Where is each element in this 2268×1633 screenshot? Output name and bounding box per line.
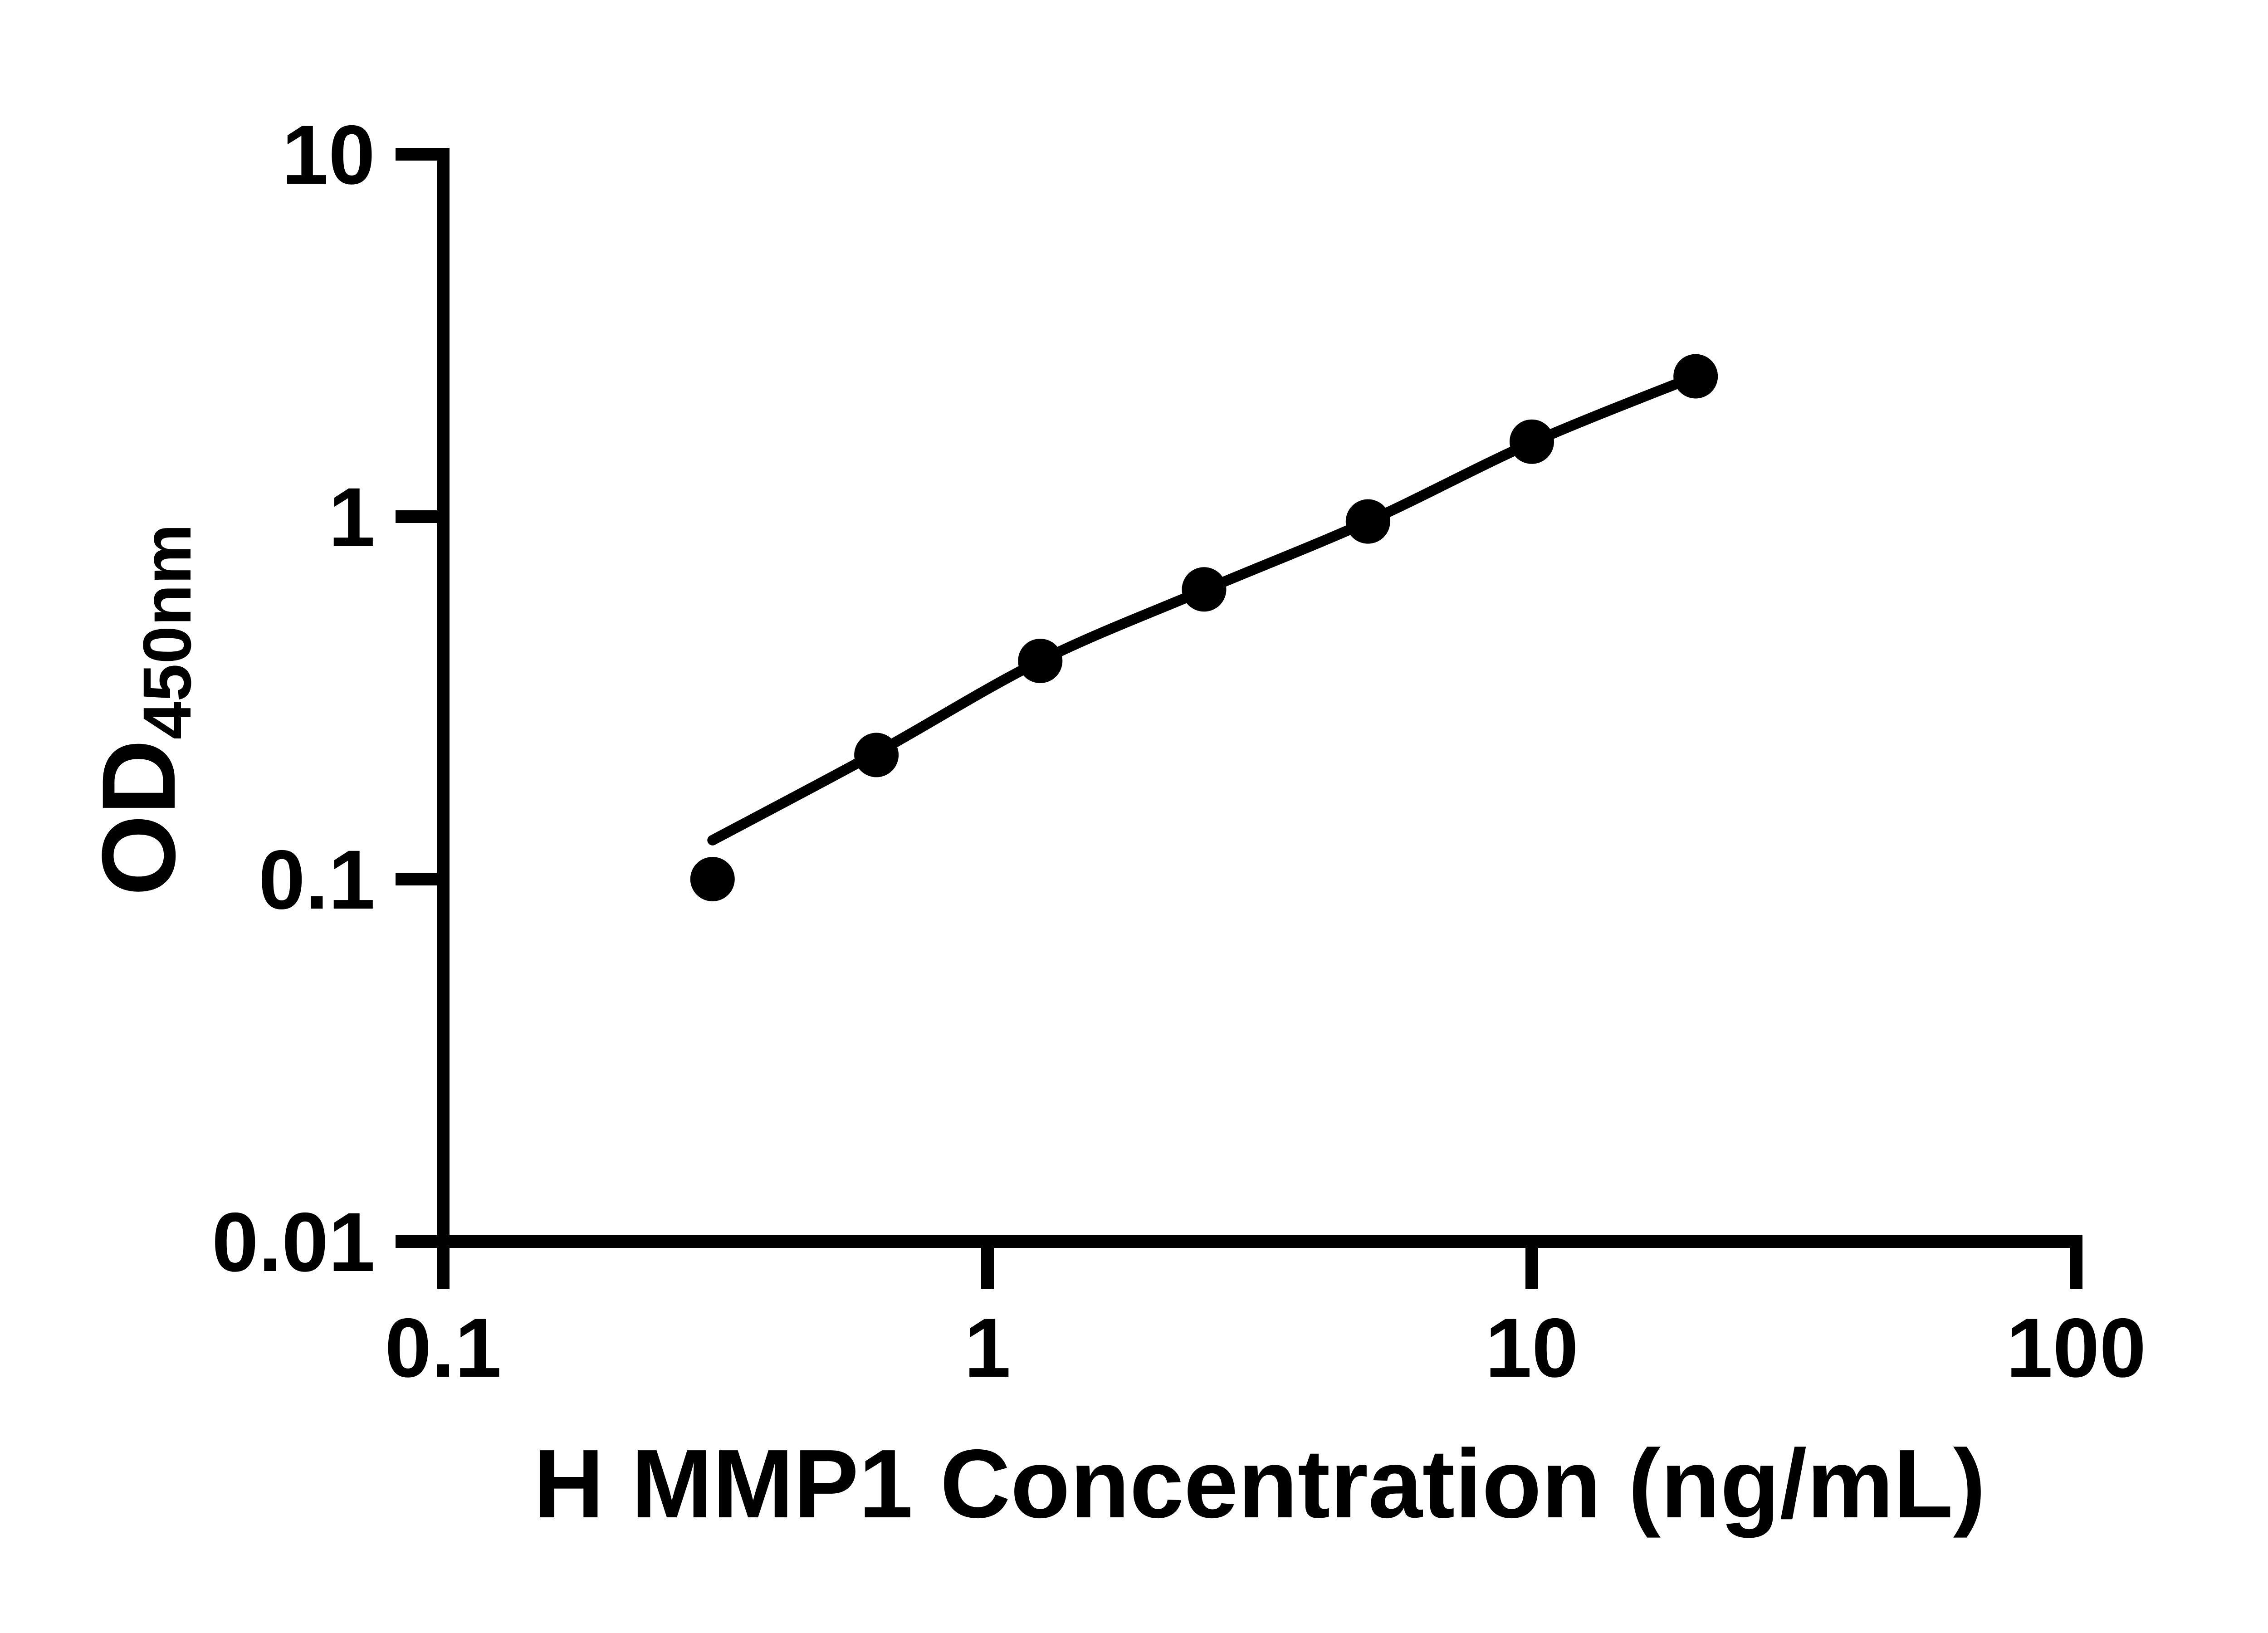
x-tick-label: 100: [2006, 1301, 2146, 1395]
x-axis-title: H MMP1 Concentration (ng/mL): [534, 1429, 1986, 1538]
y-axis-title-subscript: 450nm: [129, 524, 205, 739]
y-axis-title: OD450nm: [80, 524, 205, 896]
data-point-marker: [1345, 499, 1390, 544]
y-tick-label: 1: [328, 471, 375, 564]
data-point-marker: [854, 733, 899, 777]
data-point-marker: [1673, 354, 1718, 399]
x-tick-label: 10: [1485, 1301, 1579, 1395]
y-axis-title-main: OD: [80, 739, 197, 896]
x-tick-label: 1: [964, 1301, 1011, 1395]
data-point-marker: [1510, 419, 1554, 464]
data-point-marker: [690, 857, 735, 901]
y-tick-label: 0.1: [259, 833, 375, 927]
x-tick-label: 0.1: [385, 1301, 501, 1395]
y-tick-label: 10: [282, 108, 375, 202]
data-point-marker: [1018, 639, 1063, 683]
y-tick-label: 0.01: [212, 1196, 375, 1289]
data-point-marker: [1182, 567, 1227, 612]
data-series: [690, 354, 1718, 901]
